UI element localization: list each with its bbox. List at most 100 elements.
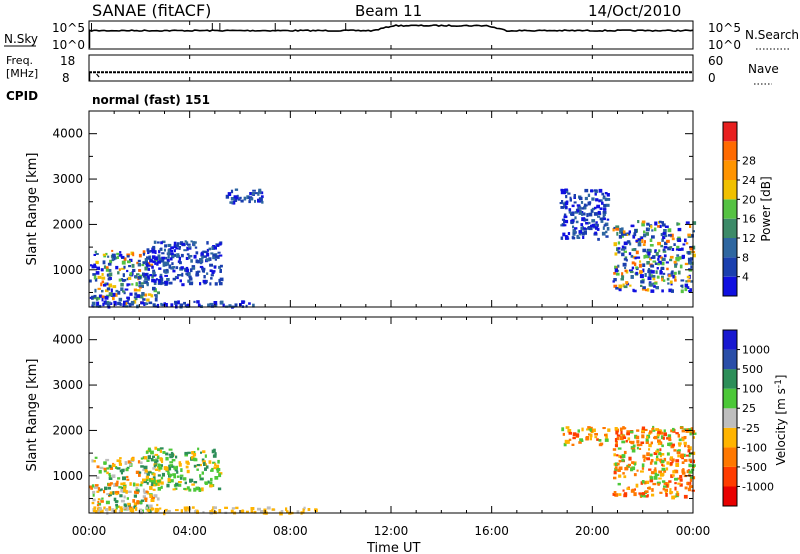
echo-cell — [153, 482, 157, 487]
echo-cell — [152, 455, 155, 458]
echo-cell — [151, 274, 154, 279]
ytick-label: 3000 — [52, 172, 83, 186]
echo-cell — [692, 459, 695, 464]
echo-cell — [149, 274, 153, 277]
echo-cell — [147, 267, 150, 271]
echo-cell — [657, 263, 661, 266]
echo-cell — [91, 484, 95, 488]
echo-cell — [652, 275, 656, 278]
echo-cell — [603, 203, 607, 208]
echo-cell — [123, 495, 126, 499]
echo-cell — [161, 240, 166, 244]
echo-cell — [118, 253, 123, 257]
echo-cell — [652, 427, 655, 430]
echo-cell — [160, 241, 163, 245]
echo-cell — [652, 260, 657, 263]
echo-cell — [689, 460, 692, 463]
cpid-label: CPID — [6, 89, 38, 103]
xaxis-tick-label: 00:00 — [72, 524, 107, 538]
echo-cell — [642, 248, 647, 253]
echo-cell — [637, 220, 640, 224]
echo-cell — [157, 260, 160, 264]
echo-cell — [670, 289, 674, 293]
echo-cell — [665, 491, 668, 494]
echo-cell — [191, 451, 194, 455]
echo-cell — [683, 441, 687, 445]
echo-cell — [687, 279, 691, 283]
echo-cell — [561, 218, 565, 221]
colorbar-tick-label: 1000 — [742, 344, 770, 357]
echo-cell — [195, 486, 199, 491]
echo-cell — [593, 189, 598, 192]
echo-cell — [120, 471, 123, 475]
echo-cell — [692, 432, 697, 435]
echo-cell — [93, 263, 96, 268]
echo-cell — [650, 289, 655, 293]
echo-cell — [604, 197, 608, 202]
echo-cell — [209, 263, 213, 267]
echo-cell — [646, 436, 649, 439]
echo-cell — [687, 429, 692, 433]
echo-cell — [117, 301, 121, 306]
echo-cell — [577, 429, 580, 433]
echo-cell — [644, 490, 649, 494]
echo-cell — [158, 467, 161, 472]
echo-cell — [622, 262, 627, 267]
echo-cell — [666, 461, 670, 465]
echo-cell — [170, 266, 175, 270]
echo-cell — [154, 460, 158, 465]
echo-cell — [659, 458, 663, 462]
echo-cell — [135, 489, 140, 493]
echo-cell — [162, 261, 166, 266]
echo-cell — [617, 250, 621, 254]
echo-cell — [147, 447, 151, 451]
echo-cell — [651, 229, 654, 232]
echo-cell — [565, 426, 570, 429]
echo-cell — [574, 227, 578, 230]
echo-cell — [184, 507, 188, 512]
echo-cell — [602, 196, 606, 200]
echo-cell — [116, 459, 121, 462]
echo-cell — [184, 240, 187, 243]
echo-cell — [643, 233, 647, 238]
echo-cell — [613, 272, 616, 275]
echo-cell — [153, 478, 156, 482]
colorbar-segment — [723, 466, 737, 487]
echo-cell — [154, 305, 158, 308]
echo-cell — [219, 264, 223, 268]
echo-cell — [218, 509, 221, 513]
echo-cell — [623, 241, 628, 246]
echo-cell — [620, 430, 623, 435]
echo-cell — [579, 210, 583, 215]
echo-cell — [650, 270, 655, 274]
echo-cell — [602, 226, 605, 230]
echo-cell — [170, 303, 174, 308]
echo-cell — [672, 470, 676, 474]
echo-cell — [647, 227, 650, 230]
echo-cell — [629, 269, 633, 272]
ytick-label: 4000 — [52, 127, 83, 141]
echo-cell — [613, 242, 618, 247]
colorbar-tick-label: -500 — [742, 461, 767, 474]
echo-cell — [570, 221, 574, 225]
echo-cell — [640, 236, 644, 241]
echo-cell — [174, 302, 178, 305]
echo-cell — [234, 303, 238, 308]
echo-cell — [104, 295, 109, 300]
echo-cell — [188, 275, 192, 278]
echo-cell — [631, 488, 635, 492]
echo-cell — [632, 444, 636, 448]
echo-cell — [626, 430, 631, 433]
echo-cell — [614, 252, 618, 256]
echo-cell — [109, 491, 114, 495]
echo-cell — [623, 250, 627, 253]
echo-cell — [157, 254, 161, 259]
echo-cell — [143, 465, 148, 470]
echo-cell — [97, 487, 101, 491]
echo-cell — [646, 222, 650, 226]
noise-right-label: N.Search — [745, 28, 799, 42]
echo-cell — [652, 276, 656, 281]
echo-cell — [641, 278, 645, 282]
echo-cell — [689, 452, 692, 455]
echo-cell — [623, 427, 627, 430]
